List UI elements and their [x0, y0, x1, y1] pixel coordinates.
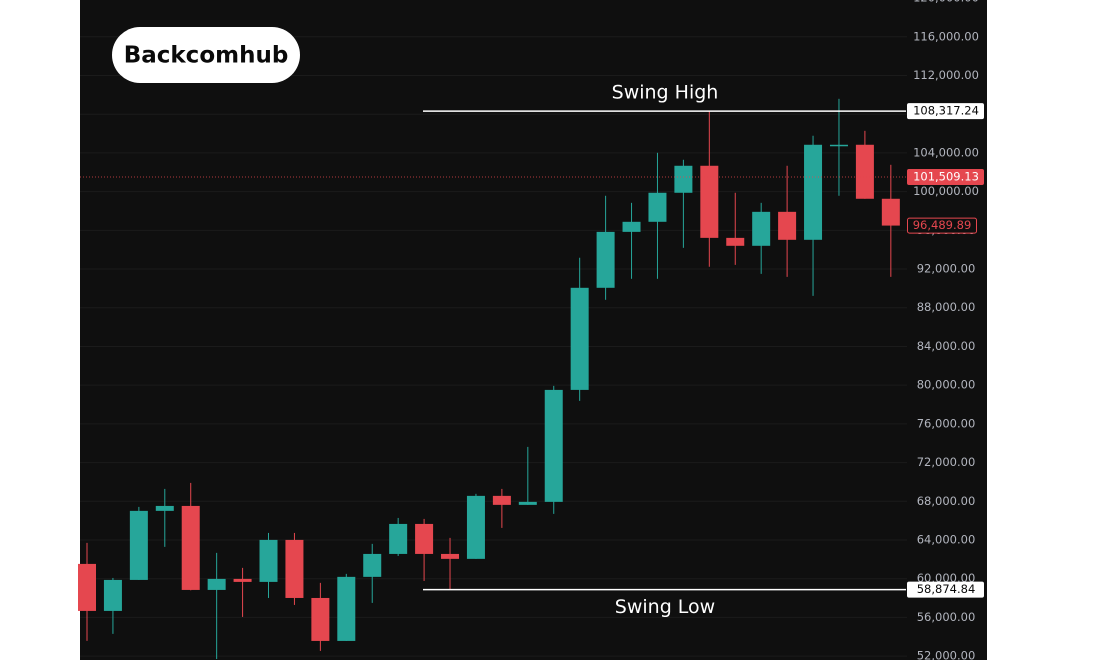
candle-body: [622, 221, 641, 232]
price-tag: [907, 217, 977, 234]
candle-body: [829, 144, 848, 147]
swing-tag-label: 108,317.24: [913, 104, 979, 118]
price-tag-label: 101,509.13: [913, 170, 979, 184]
y-tick-label: 92,000.00: [917, 262, 976, 276]
candle-body: [129, 510, 148, 580]
candle-body: [233, 578, 252, 582]
candle-body: [285, 539, 304, 598]
candle-body: [700, 165, 719, 238]
y-tick-label: 64,000.00: [917, 533, 976, 547]
swing-tag: [907, 103, 984, 120]
candle-body: [155, 505, 174, 511]
swing-label: Swing High: [612, 82, 719, 104]
y-tick-label: 104,000.00: [913, 145, 979, 159]
candle-body: [648, 192, 667, 222]
logo-badge: [112, 27, 300, 83]
candle-body: [78, 563, 96, 611]
y-tick-label: 76,000.00: [917, 416, 976, 430]
candles: [78, 98, 900, 660]
candle-body: [804, 144, 823, 240]
price-tag: [907, 169, 984, 186]
candle-body: [363, 553, 382, 577]
candle-body: [492, 495, 511, 505]
candle-body: [726, 237, 745, 246]
y-tick-label: 56,000.00: [917, 610, 976, 624]
candle-body: [466, 495, 485, 559]
swing-label: Swing Low: [615, 596, 715, 618]
y-tick-label: 68,000.00: [917, 494, 976, 508]
candle-body: [181, 505, 200, 590]
y-tick-label: 112,000.00: [913, 68, 979, 82]
overlay: 101,509.13 96,489.89 Swing High 108,317.24 S…: [80, 82, 984, 618]
candle-body: [570, 287, 589, 390]
y-tick-label: 120,000.00: [913, 0, 979, 5]
candle-body: [881, 198, 900, 226]
swing-tag-label: 58,874.84: [917, 582, 976, 596]
candle-body: [596, 231, 615, 288]
candle-body: [207, 578, 226, 590]
candle-body: [259, 539, 278, 582]
y-tick-label: 52,000.00: [917, 649, 976, 660]
candle-body: [337, 576, 356, 641]
candle-body: [674, 165, 693, 193]
candle-body: [415, 523, 434, 554]
y-tick-label: 80,000.00: [917, 378, 976, 392]
candle-body: [544, 389, 563, 502]
y-tick-label: 72,000.00: [917, 455, 976, 469]
y-tick-label: 88,000.00: [917, 300, 976, 314]
candle-body: [855, 144, 874, 199]
y-tick-label: 100,000.00: [913, 184, 979, 198]
candle-body: [778, 211, 797, 240]
swing-tag: [907, 581, 984, 598]
candle-body: [389, 523, 408, 554]
plot-background: [80, 0, 987, 660]
y-tick-label: 84,000.00: [917, 339, 976, 353]
y-tick-label: 116,000.00: [913, 29, 979, 43]
candle-body: [103, 579, 122, 611]
candle-body: [441, 553, 460, 559]
logo: Backcomhub: [124, 43, 289, 69]
candle-body: [518, 501, 537, 505]
price-tag-label: 96,489.89: [913, 218, 972, 232]
candle-body: [752, 211, 771, 246]
candle-body: [311, 597, 330, 641]
